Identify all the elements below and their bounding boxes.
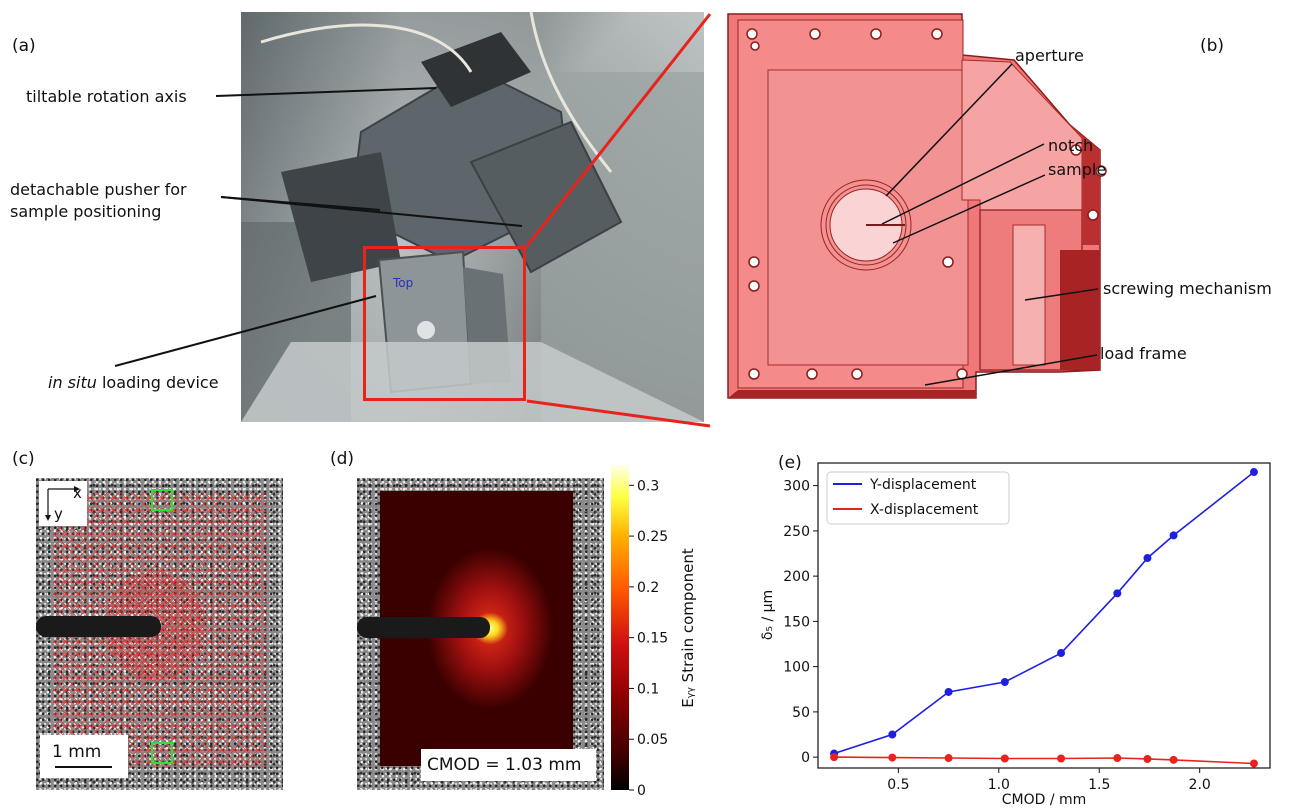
scale-bar-box [40,735,128,778]
top-marking: Top [392,276,413,290]
annotation-aperture: aperture [1015,46,1084,65]
x-tick-label: 0.5 [887,777,909,793]
scale-bar-label: 1 mm [52,742,102,762]
plot-frame [817,462,1271,769]
annotation-pusher-line1: detachable pusher for [10,180,187,199]
x-tick-label: 1.0 [988,777,1010,793]
green-marker-top [151,489,173,511]
colorbar-tick-label: 0.2 [637,580,659,596]
data-point [1000,678,1009,687]
legend-box [826,471,1010,525]
annotation-loading-device-italic: in situ [48,373,97,392]
x-axis-title: CMOD / mm [1002,792,1087,808]
y-tick-label: 300 [783,479,810,495]
colorbar-tick-label: 0 [637,783,646,799]
colorbar-tick-label: 0.05 [637,732,668,748]
annotation-loading-device: in situ loading device [48,373,219,392]
y-tick-label: 200 [783,569,810,585]
series-line-x-displacement [834,756,1254,765]
x-tick-label: 1.5 [1088,777,1110,793]
annotation-pusher-line2: sample positioning [10,202,162,221]
y-tick-label: 100 [783,660,810,676]
colorbar-tick-label: 0.1 [637,681,659,697]
data-point [944,754,953,763]
data-point [1169,531,1178,540]
data-point [830,753,839,762]
legend-label-y: Y-displacement [869,477,977,493]
colorbar-tick-label: 0.3 [637,478,659,494]
data-point [1169,755,1178,764]
data-point [1057,649,1066,658]
data-point [1249,468,1258,477]
data-point [1249,759,1258,768]
colorbar-tick-label: 0.25 [637,529,668,545]
annotation-sample: sample [1048,160,1107,179]
data-point [1143,554,1152,563]
data-point [1143,754,1152,763]
annotation-notch: notch [1048,136,1094,155]
cmod-label-box [421,749,596,781]
data-point [1057,754,1066,763]
data-point [888,753,897,762]
y-tick-label: 150 [783,614,810,630]
panel-label-c: (c) [12,449,35,469]
x-tick-label: 2.0 [1189,777,1211,793]
axis-y-label: y [54,505,63,523]
data-point [1000,754,1009,763]
panel-label-e: (e) [778,453,802,473]
data-point [944,687,953,696]
panel-label-a: (a) [12,36,36,56]
annotation-screwing-mechanism: screwing mechanism [1103,279,1272,298]
legend-label-x: X-displacement [870,502,979,518]
annotation-rotation-axis: tiltable rotation axis [26,87,187,106]
notch-d [357,617,490,638]
annotation-load-frame: load frame [1100,344,1187,363]
data-point [1113,589,1122,598]
panel-label-b: (b) [1200,36,1225,56]
data-point [1113,754,1122,763]
annotation-loading-device-rest: loading device [96,373,219,392]
colorbar-tick-label: 0.15 [637,631,668,647]
y-tick-label: 250 [783,524,810,540]
panel-label-d: (d) [330,449,355,469]
axis-x-label: x [73,484,82,502]
green-marker-bottom [151,742,173,764]
colorbar [611,465,629,790]
y-axis-title: δ₅ / μm [760,590,776,640]
y-tick-label: 50 [792,705,810,721]
notch-c [36,616,161,637]
cmod-label: CMOD = 1.03 mm [427,755,582,775]
data-point [888,730,897,739]
y-tick-label: 0 [801,750,810,766]
